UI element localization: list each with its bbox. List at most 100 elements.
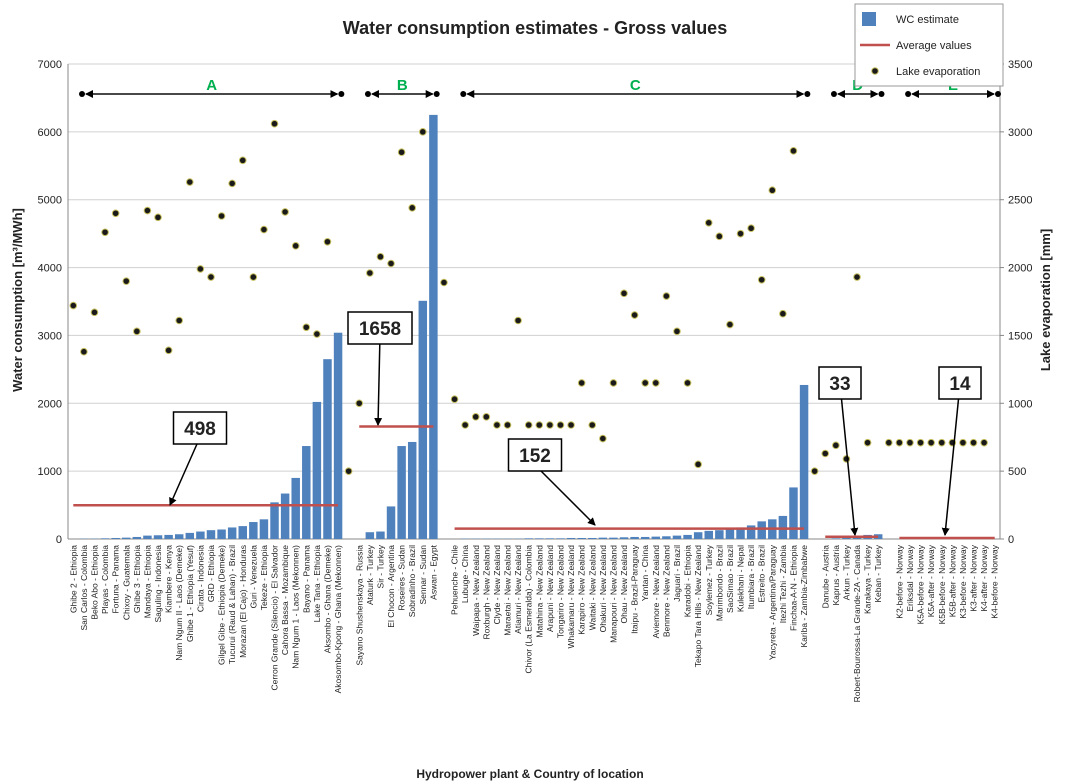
chart-title: Water consumption estimates - Gross valu… <box>343 18 727 38</box>
evaporation-dot <box>641 379 650 387</box>
y-tick-label: 2000 <box>38 398 62 410</box>
evaporation-dot <box>599 434 607 443</box>
evaporation-dot <box>768 186 777 195</box>
x-tick-label: Tekeze - Ethiopia <box>259 545 269 610</box>
bar <box>609 537 618 539</box>
bar <box>100 538 110 539</box>
bar <box>196 531 205 539</box>
bar <box>418 300 428 539</box>
x-tick-label: Cahora Bassa - Mozambique <box>280 545 290 655</box>
evaporation-dot <box>588 421 597 429</box>
evaporation-dot <box>228 179 236 188</box>
x-tick-label: Estreito - Brazil <box>757 545 767 603</box>
bar <box>672 535 682 539</box>
x-tick-label: Sobradinho - Brazil <box>407 545 417 617</box>
group-label: B <box>397 77 408 94</box>
evaporation-dot <box>164 346 173 355</box>
x-tick-label: El Chocon - Argentina <box>386 545 396 628</box>
evaporation-dot <box>418 128 427 136</box>
evaporation-dot <box>471 413 480 421</box>
y2-tick-label: 2000 <box>1008 263 1032 275</box>
evaporation-dot <box>853 273 861 281</box>
average-label: 498 <box>184 419 216 440</box>
bar <box>693 532 703 539</box>
bar <box>556 538 565 539</box>
x-tick-label: Nam Ngum II - Laos (Demeke) <box>174 545 184 661</box>
evaporation-dot <box>524 421 533 429</box>
x-tick-label: Itumbiara - Brazil <box>746 545 756 609</box>
average-label: 152 <box>519 446 551 467</box>
y2-tick-label: 2500 <box>1008 195 1032 207</box>
bar <box>365 532 375 539</box>
y2-tick-label: 0 <box>1008 534 1014 546</box>
bar <box>619 537 629 539</box>
evaporation-dot <box>69 301 78 310</box>
bracket-end <box>460 91 467 97</box>
bar <box>736 527 745 539</box>
bar <box>630 536 639 539</box>
x-tick-label: Ataturk - Turkey <box>365 544 375 605</box>
evaporation-dot <box>101 228 109 237</box>
evaporation-dot <box>715 232 724 241</box>
legend-swatch <box>862 12 876 26</box>
x-tick-label: Eriksdal - Norway <box>905 544 915 611</box>
evaporation-dot <box>90 308 99 317</box>
x-tick-label: Soylemez - Turkey <box>704 544 714 615</box>
x-tick-label: Sir - Turkey <box>375 544 385 588</box>
bar <box>185 532 195 539</box>
x-tick-label: Waitaki - New Zealand <box>587 545 597 630</box>
evaporation-dot <box>535 421 544 429</box>
x-tick-label: Whakamaru - New Zealand <box>566 545 576 649</box>
x-tick-label: K5B-after - Norway <box>947 544 957 617</box>
evaporation-dot <box>397 148 406 157</box>
bar <box>122 537 131 539</box>
evaporation-dot <box>927 438 935 447</box>
x-tick-label: Bayano - Panama <box>301 545 311 613</box>
evaporation-dot <box>461 421 469 429</box>
bar <box>312 401 322 539</box>
average-label: 33 <box>829 374 850 395</box>
group-label: A <box>206 77 217 94</box>
evaporation-dot <box>80 347 88 356</box>
x-tick-label: Aviemore - New Zealand <box>651 545 661 639</box>
bracket-end <box>878 91 885 97</box>
bar <box>206 530 216 539</box>
average-label: 14 <box>949 374 971 395</box>
x-tick-label: Karapiro - New Zealand <box>577 545 587 635</box>
bar <box>280 493 290 539</box>
bar <box>715 530 724 539</box>
x-tick-label: Atiamuri - New Zealand <box>513 545 523 634</box>
x-tick-label: Nam Ngum 1 - Laos (Mekonnen) <box>291 545 301 669</box>
evaporation-dot <box>662 292 671 300</box>
bar <box>132 536 142 539</box>
evaporation-dot <box>207 273 215 281</box>
bar <box>238 526 247 539</box>
x-tick-label: Marimbondo - Brazil <box>714 545 724 621</box>
y2-tick-label: 1500 <box>1008 330 1032 342</box>
evaporation-dot <box>630 311 639 319</box>
callout-box <box>172 411 228 445</box>
x-tick-label: Cerron Grande (Silencio) - El Salvador <box>270 545 280 691</box>
evaporation-dot <box>779 309 787 318</box>
x-tick-label: Gilgel Gibe - Ethiopia (Demeke) <box>217 545 227 665</box>
evaporation-dot <box>366 269 374 277</box>
x-tick-label: Tongariro - New Zealand <box>555 545 565 638</box>
evaporation-dot <box>482 413 491 421</box>
evaporation-dot <box>937 438 946 447</box>
bar <box>598 537 608 539</box>
x-tick-label: Tucurui (Raud & Lahan) - Brazil <box>227 545 237 664</box>
bracket-end <box>905 91 912 97</box>
evaporation-dot <box>789 147 798 155</box>
evaporation-dot <box>514 316 522 325</box>
evaporation-dot <box>281 208 289 216</box>
bar <box>174 534 184 539</box>
evaporation-dot <box>493 421 501 429</box>
evaporation-dot <box>185 178 194 186</box>
y2-tick-label: 1000 <box>1008 398 1032 410</box>
x-tick-label: Kariba - Zambia-Zimbabwe <box>799 545 809 648</box>
x-tick-label: K5B-before - Norway <box>937 544 947 624</box>
evaporation-dot <box>747 224 755 233</box>
x-tick-label: Itezhi Tezhi - Zambia <box>778 545 788 624</box>
bar <box>153 535 163 539</box>
